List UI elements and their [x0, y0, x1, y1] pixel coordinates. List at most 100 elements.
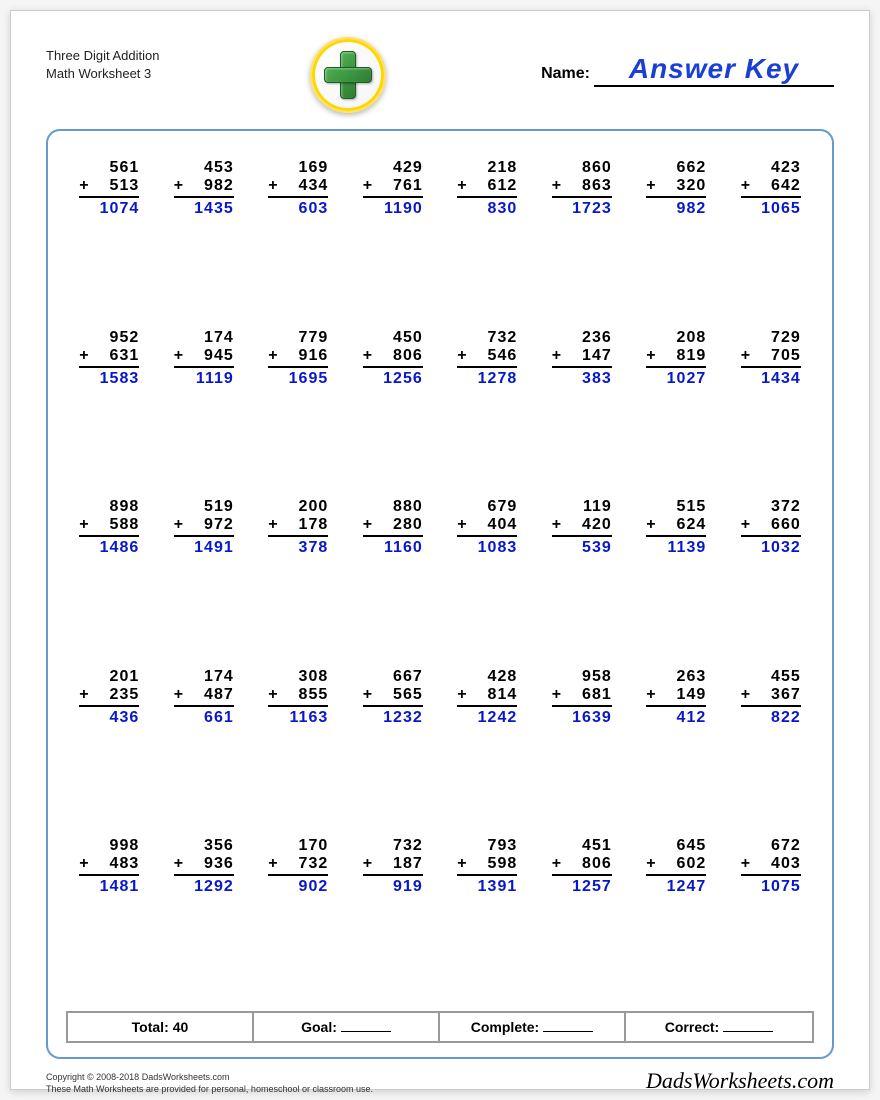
- problem-addend-a: 174: [174, 668, 234, 686]
- problem-answer: 1139: [646, 537, 706, 557]
- problem: 236147383: [552, 329, 612, 388]
- problem-answer: 1083: [457, 537, 517, 557]
- problem-addend-b: 806: [552, 855, 612, 876]
- problem-addend-a: 667: [363, 668, 423, 686]
- problem-addend-a: 450: [363, 329, 423, 347]
- problem: 3569361292: [174, 837, 234, 896]
- problem-addend-a: 672: [741, 837, 801, 855]
- problem: 7297051434: [741, 329, 801, 388]
- problem-cell: 8802801160: [350, 498, 437, 668]
- problem-addend-a: 880: [363, 498, 423, 516]
- problem-addend-b: 487: [174, 686, 234, 707]
- problem-addend-b: 546: [457, 347, 517, 368]
- problem: 4288141242: [457, 668, 517, 727]
- problem-answer: 1160: [363, 537, 423, 557]
- problems-grid: 5615131074453982143516943460342976111902…: [66, 159, 814, 1007]
- problem-answer: 1190: [363, 198, 423, 218]
- copyright: Copyright © 2008-2018 DadsWorksheets.com: [46, 1072, 373, 1084]
- problem-cell: 174487661: [161, 668, 248, 838]
- problem-answer: 1032: [741, 537, 801, 557]
- problem-addend-b: 972: [174, 516, 234, 537]
- problem-cell: 4297611190: [350, 159, 437, 329]
- problem-answer: 902: [268, 876, 328, 896]
- problem-addend-a: 423: [741, 159, 801, 177]
- problem: 169434603: [268, 159, 328, 218]
- problem-addend-a: 958: [552, 668, 612, 686]
- problem-addend-b: 513: [79, 177, 139, 198]
- footer-note: These Math Worksheets are provided for p…: [46, 1084, 373, 1096]
- problem: 6794041083: [457, 498, 517, 557]
- problem: 6724031075: [741, 837, 801, 896]
- problem: 8608631723: [552, 159, 612, 218]
- problem-answer: 1695: [268, 368, 328, 388]
- problem-addend-a: 200: [268, 498, 328, 516]
- plus-icon: [310, 37, 386, 113]
- problem-cell: 263149412: [633, 668, 720, 838]
- problem-answer: 661: [174, 707, 234, 727]
- problem-addend-a: 898: [79, 498, 139, 516]
- problem-addend-b: 434: [268, 177, 328, 198]
- problem-addend-a: 561: [79, 159, 139, 177]
- problem-addend-b: 624: [646, 516, 706, 537]
- problem-answer: 1278: [457, 368, 517, 388]
- problem-cell: 455367822: [728, 668, 815, 838]
- problem-cell: 119420539: [539, 498, 626, 668]
- problem-addend-a: 732: [363, 837, 423, 855]
- correct-blank: [723, 1022, 773, 1032]
- problem-cell: 5156241139: [633, 498, 720, 668]
- problem-answer: 1074: [79, 198, 139, 218]
- problem: 9586811639: [552, 668, 612, 727]
- problem-addend-a: 679: [457, 498, 517, 516]
- problem-answer: 1242: [457, 707, 517, 727]
- name-label: Name:: [541, 65, 590, 83]
- problem: 662320982: [646, 159, 706, 218]
- problem: 218612830: [457, 159, 517, 218]
- problem: 7935981391: [457, 837, 517, 896]
- problem-cell: 9984831481: [66, 837, 153, 1007]
- problem-addend-a: 451: [552, 837, 612, 855]
- problem-addend-a: 515: [646, 498, 706, 516]
- problem-addend-b: 178: [268, 516, 328, 537]
- problem-answer: 412: [646, 707, 706, 727]
- problem: 8985881486: [79, 498, 139, 557]
- problem-addend-a: 356: [174, 837, 234, 855]
- correct-label: Correct:: [665, 1019, 719, 1035]
- problem: 7325461278: [457, 329, 517, 388]
- problem-addend-b: 483: [79, 855, 139, 876]
- problem: 9526311583: [79, 329, 139, 388]
- problem-addend-a: 732: [457, 329, 517, 347]
- problem: 5199721491: [174, 498, 234, 557]
- problem-cell: 8608631723: [539, 159, 626, 329]
- problem-addend-b: 588: [79, 516, 139, 537]
- problem-answer: 1723: [552, 198, 612, 218]
- problem: 4236421065: [741, 159, 801, 218]
- name-line: Answer Key: [594, 53, 834, 87]
- problem-addend-a: 662: [646, 159, 706, 177]
- problem-cell: 732187919: [350, 837, 437, 1007]
- problem-addend-a: 208: [646, 329, 706, 347]
- problem-addend-a: 429: [363, 159, 423, 177]
- summary-correct: Correct:: [626, 1013, 812, 1041]
- problem-addend-a: 263: [646, 668, 706, 686]
- problem: 5615131074: [79, 159, 139, 218]
- problem-cell: 6794041083: [444, 498, 531, 668]
- problem-addend-b: 149: [646, 686, 706, 707]
- problem-cell: 3088551163: [255, 668, 342, 838]
- problem-addend-a: 645: [646, 837, 706, 855]
- problem: 1749451119: [174, 329, 234, 388]
- problem-addend-b: 420: [552, 516, 612, 537]
- problem-cell: 5615131074: [66, 159, 153, 329]
- problem-addend-b: 982: [174, 177, 234, 198]
- worksheet-page: Three Digit Addition Math Worksheet 3 Na…: [10, 10, 870, 1090]
- problem-answer: 1435: [174, 198, 234, 218]
- problem-addend-a: 169: [268, 159, 328, 177]
- summary-goal: Goal:: [254, 1013, 440, 1041]
- problem-cell: 9526311583: [66, 329, 153, 499]
- problem-addend-b: 403: [741, 855, 801, 876]
- problem-addend-a: 174: [174, 329, 234, 347]
- problem-cell: 7325461278: [444, 329, 531, 499]
- problem-answer: 1119: [174, 368, 234, 388]
- problem-addend-b: 936: [174, 855, 234, 876]
- problem-addend-a: 952: [79, 329, 139, 347]
- complete-blank: [543, 1022, 593, 1032]
